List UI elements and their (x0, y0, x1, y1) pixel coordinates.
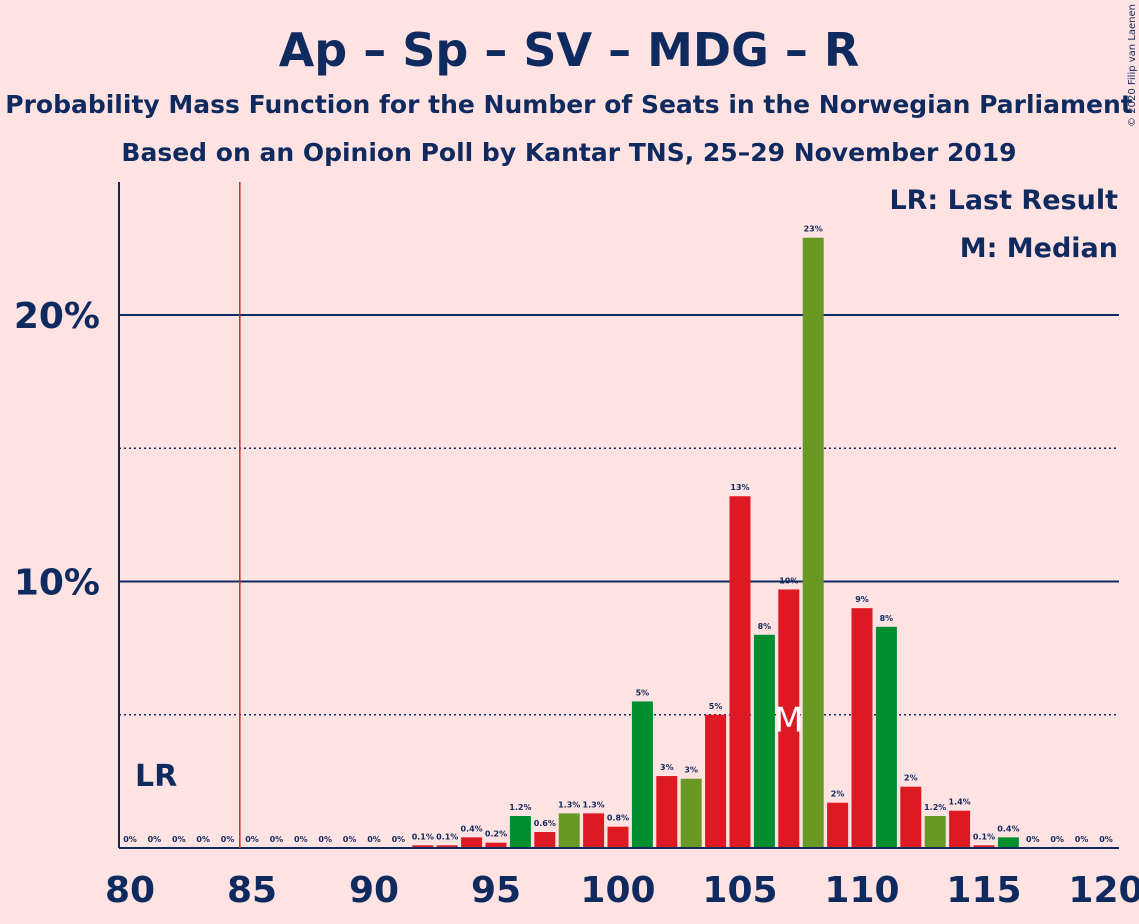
bar-value-label: 0% (294, 835, 308, 844)
x-tick-label: 110 (824, 870, 899, 911)
bar-value-label: 1.4% (949, 798, 971, 807)
bar (656, 776, 678, 848)
bar-value-label: 0% (123, 835, 137, 844)
x-tick-label: 115 (946, 870, 1021, 911)
bar-value-label: 9% (855, 595, 869, 604)
bar-value-label: 3% (660, 763, 674, 772)
bar-value-label: 0% (1050, 835, 1064, 844)
bar-value-label: 0% (1099, 835, 1113, 844)
bar (631, 701, 653, 848)
bar-value-label: 2% (904, 774, 918, 783)
legend-median: M: Median (960, 233, 1118, 264)
bar-value-label: 0% (1075, 835, 1089, 844)
chart-subtitle-2: Based on an Opinion Poll by Kantar TNS, … (121, 138, 1016, 167)
bar (802, 237, 824, 849)
x-tick-label: 80 (105, 870, 155, 911)
y-tick-label: 20% (14, 296, 100, 337)
bar (461, 837, 483, 848)
bar-value-label: 0% (1026, 835, 1040, 844)
bar (509, 816, 531, 848)
bar-value-label: 0% (318, 835, 332, 844)
bar (949, 810, 971, 848)
bar-value-label: 1.3% (558, 800, 580, 809)
chart-subtitle-1: Probability Mass Function for the Number… (5, 90, 1133, 119)
copyright-notice: © 2020 Filip van Laenen (1127, 4, 1138, 127)
bar (900, 786, 922, 848)
x-tick-label: 120 (1068, 870, 1139, 911)
bar (924, 816, 946, 848)
bar-value-label: 0.1% (412, 832, 434, 841)
bar-value-label: 0.1% (973, 832, 995, 841)
bar (680, 778, 702, 848)
bar (973, 845, 995, 848)
bar-value-label: 3% (684, 766, 698, 775)
bar (851, 608, 873, 848)
bar-value-label: 0% (367, 835, 381, 844)
bar (729, 496, 751, 848)
bar-value-label: 0% (221, 835, 235, 844)
bar-value-label: 0.1% (436, 832, 458, 841)
x-tick-label: 95 (471, 870, 521, 911)
bar (607, 826, 629, 848)
bar (827, 802, 849, 848)
bar-value-label: 8% (758, 622, 772, 631)
y-tick-labels: 10% 20% (14, 296, 100, 604)
bar-value-label: 0% (392, 835, 406, 844)
legend-last-result: LR: Last Result (889, 185, 1118, 216)
bar-value-label: 1.2% (509, 803, 531, 812)
bar-value-label: 0% (343, 835, 357, 844)
bars (412, 237, 1019, 849)
bar (412, 845, 434, 848)
bar (778, 589, 800, 848)
x-tick-label: 100 (580, 870, 655, 911)
x-tick-label: 90 (349, 870, 399, 911)
median-marker: M (774, 701, 803, 741)
bar-value-label: 10% (779, 576, 798, 585)
bar-value-label: 0% (148, 835, 162, 844)
bar (997, 837, 1019, 848)
bar-value-labels: 0% 0% 0% 0% 0% 0% 0% 0% 0% 0% 0% 0% 0.1% 0.1%0.4%0.2%… (123, 225, 1113, 844)
bar-value-label: 1.2% (924, 803, 946, 812)
x-tick-label: 105 (702, 870, 777, 911)
bar (436, 845, 458, 848)
bar-value-label: 5% (636, 688, 650, 697)
last-result-label: LR (135, 759, 177, 794)
bar (753, 634, 775, 848)
bar-value-label: 0% (196, 835, 210, 844)
bar-value-label: 0.4% (997, 824, 1019, 833)
x-tick-label: 85 (227, 870, 277, 911)
bar (583, 813, 605, 848)
chart-title: Ap – Sp – SV – MDG – R (279, 23, 860, 77)
bar-value-label: 5% (709, 702, 723, 711)
bar-value-label: 0.4% (461, 824, 483, 833)
bar-value-label: 13% (730, 483, 749, 492)
bar-value-label: 23% (804, 225, 823, 234)
bar (485, 842, 507, 848)
bar (558, 813, 580, 848)
gridlines (119, 314, 1119, 716)
bar-value-label: 0% (270, 835, 284, 844)
bar-value-label: 0% (245, 835, 259, 844)
bar (534, 832, 556, 848)
y-tick-label: 10% (14, 563, 100, 604)
bar-value-label: 8% (880, 614, 894, 623)
bar-value-label: 0.2% (485, 830, 507, 839)
bar-value-label: 0% (172, 835, 186, 844)
bar (705, 714, 727, 848)
bar-value-label: 1.3% (583, 800, 605, 809)
bar-value-label: 0.6% (534, 819, 556, 828)
bar-value-label: 0.8% (607, 814, 629, 823)
bar (875, 626, 897, 848)
bar-value-label: 2% (831, 790, 845, 799)
x-tick-labels: 80 85 90 95 100 105 110 115 120 (105, 870, 1139, 911)
